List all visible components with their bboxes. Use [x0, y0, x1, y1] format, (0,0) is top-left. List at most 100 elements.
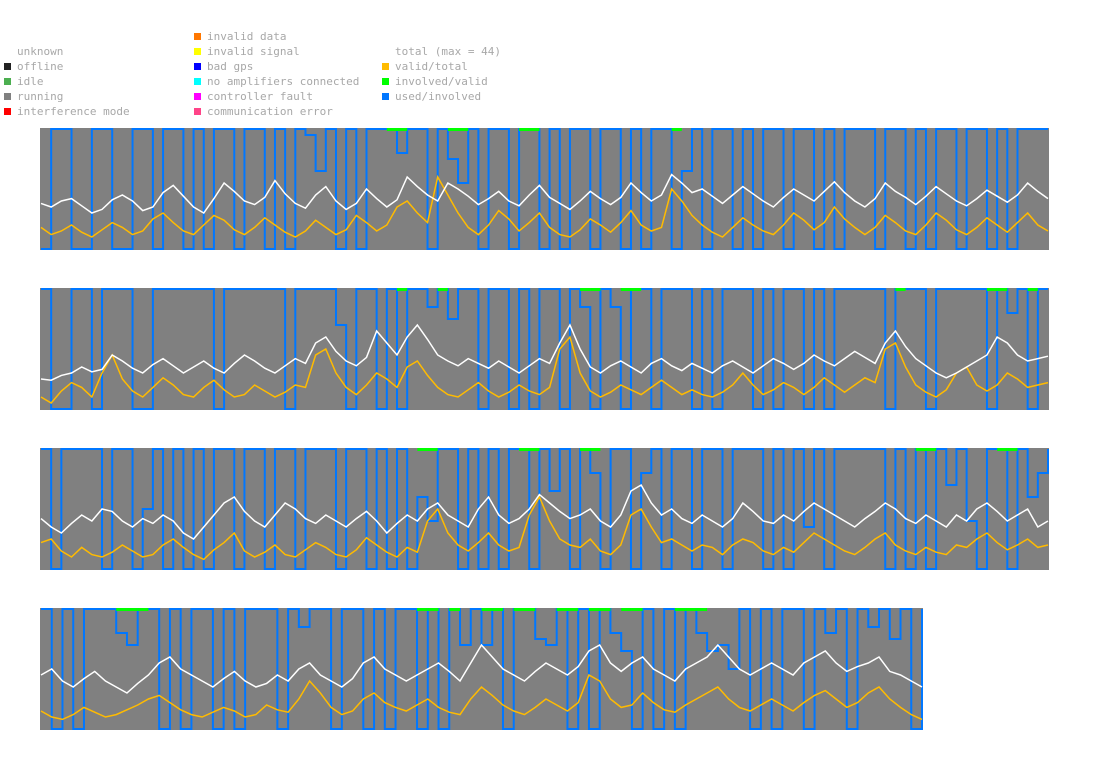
- legend-label: bad gps: [207, 60, 254, 73]
- involved-valid-mark: [685, 608, 697, 611]
- chart-strip-3: [40, 448, 1049, 570]
- involved-valid-mark: [925, 448, 937, 451]
- involved-valid-mark: [671, 128, 682, 131]
- chart-strip-2: [40, 288, 1049, 410]
- involved-valid-mark: [580, 448, 591, 451]
- chart-strip-1: [40, 128, 1049, 250]
- legend-label: running: [17, 90, 64, 103]
- legend-spacer: [382, 48, 389, 55]
- legend-swatch: [4, 108, 11, 115]
- legend-swatch: [4, 78, 11, 85]
- involved-valid-mark: [556, 608, 568, 611]
- involved-valid-mark: [621, 608, 632, 611]
- valid-total-line: [40, 174, 1049, 238]
- valid-total-line: [40, 495, 1049, 561]
- legend-item: interference mode: [4, 104, 130, 119]
- involved-valid-mark: [137, 608, 149, 611]
- involved-valid-mark: [895, 288, 906, 291]
- involved-valid-mark: [417, 608, 428, 611]
- involved-valid-mark: [397, 288, 408, 291]
- involved-valid-mark: [631, 608, 643, 611]
- involved-valid-mark: [986, 288, 998, 291]
- involved-valid-mark: [447, 128, 459, 131]
- legend-swatch: [194, 63, 201, 70]
- involved-valid-mark: [427, 448, 438, 451]
- involved-valid-mark: [417, 448, 428, 451]
- legend-label: unknown: [17, 45, 64, 58]
- involved-valid-mark: [519, 448, 530, 451]
- legend-item: invalid data: [194, 29, 359, 44]
- involved-valid-mark: [397, 128, 408, 131]
- legend-item: controller fault: [194, 89, 359, 104]
- legend-label: offline: [17, 60, 64, 73]
- legend-label: idle: [17, 75, 44, 88]
- legend-swatch: [4, 63, 11, 70]
- involved-valid-mark: [590, 288, 601, 291]
- legend-label: controller fault: [207, 90, 313, 103]
- involved-valid-mark: [1027, 288, 1038, 291]
- valid-total-line: [40, 335, 1049, 404]
- legend-label: involved/valid: [395, 75, 488, 88]
- involved-valid-mark: [674, 608, 686, 611]
- legend-label: invalid data: [207, 30, 287, 43]
- involved-valid-mark: [580, 288, 591, 291]
- involved-valid-mark: [599, 608, 611, 611]
- total-line: [40, 643, 923, 694]
- involved-valid-mark: [915, 448, 926, 451]
- involved-valid-mark: [997, 448, 1008, 451]
- involved-valid-mark: [481, 608, 493, 611]
- chart-strip-4: [40, 608, 923, 730]
- involved-valid-mark: [1007, 448, 1018, 451]
- legend-swatch: [194, 108, 201, 115]
- legend-label: used/involved: [395, 90, 482, 103]
- running-background: [40, 288, 1049, 410]
- legend-swatch: [194, 78, 201, 85]
- legend-label: communication error: [207, 105, 333, 118]
- total-line: [40, 323, 1049, 381]
- legend-item: total (max = 44): [382, 44, 501, 59]
- involved-valid-mark: [519, 128, 530, 131]
- legend-item: idle: [4, 74, 130, 89]
- involved-valid-mark: [386, 128, 398, 131]
- legend-item: communication error: [194, 104, 359, 119]
- legend-item: offline: [4, 59, 130, 74]
- legend-label: valid/total: [395, 60, 468, 73]
- valid-total-line: [40, 673, 923, 721]
- involved-valid-mark: [567, 608, 579, 611]
- involved-valid-mark: [437, 288, 448, 291]
- legend-errors: invalid data invalid signal bad gps no ampl…: [194, 29, 359, 119]
- involved-valid-mark: [529, 128, 540, 131]
- legend-label: no amplifiers connected: [207, 75, 360, 88]
- total-line: [40, 483, 1049, 540]
- legend-item: no amplifiers connected: [194, 74, 359, 89]
- involved-valid-mark: [458, 128, 469, 131]
- involved-valid-mark: [427, 608, 439, 611]
- involved-valid-mark: [630, 288, 642, 291]
- legend-swatch: [4, 93, 11, 100]
- legend-item: running: [4, 89, 130, 104]
- used-involved-line: [41, 288, 1048, 410]
- involved-valid-mark: [513, 608, 525, 611]
- legend-label: total (max = 44): [395, 45, 501, 58]
- involved-valid-mark: [492, 608, 503, 611]
- legend-spacer: [4, 48, 11, 55]
- involved-valid-mark: [529, 448, 540, 451]
- involved-valid-mark: [620, 288, 631, 291]
- total-line: [40, 173, 1049, 214]
- legend-item: bad gps: [194, 59, 359, 74]
- involved-valid-mark: [997, 288, 1008, 291]
- legend-swatch: [382, 93, 389, 100]
- legend-item: involved/valid: [382, 74, 501, 89]
- involved-valid-mark: [126, 608, 138, 611]
- legend-swatch: [382, 78, 389, 85]
- used-involved-line: [41, 448, 1049, 570]
- legend-item: invalid signal: [194, 44, 359, 59]
- legend-status: unknown offline idle running interference mo…: [4, 44, 130, 119]
- legend-label: invalid signal: [207, 45, 300, 58]
- legend-swatch: [382, 63, 389, 70]
- involved-valid-mark: [590, 448, 601, 451]
- involved-valid-mark: [524, 608, 536, 611]
- legend-item: valid/total: [382, 59, 501, 74]
- involved-valid-mark: [449, 608, 461, 611]
- legend-swatch: [194, 48, 201, 55]
